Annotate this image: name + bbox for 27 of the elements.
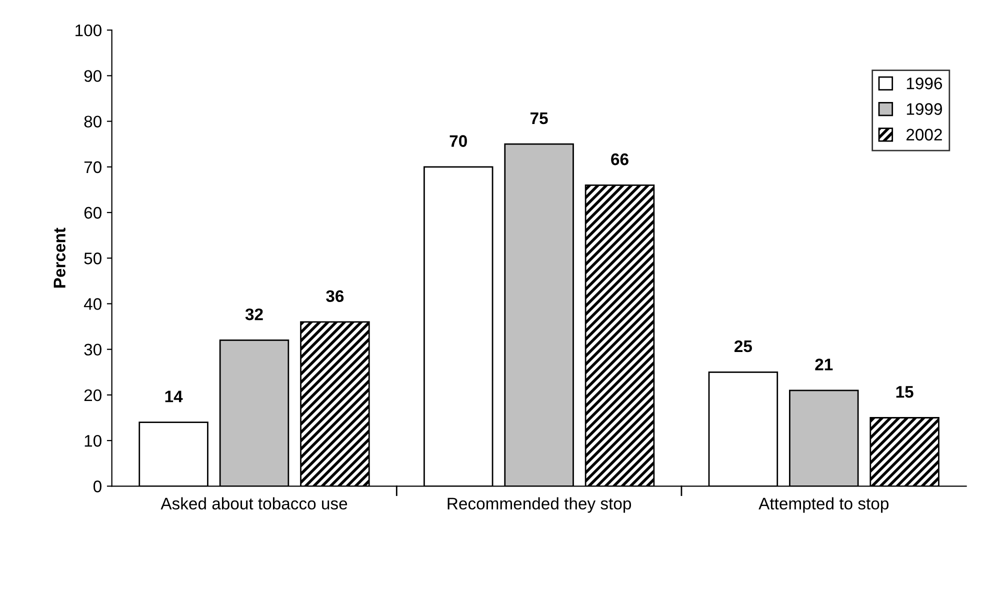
y-tick-label: 10 [84,434,102,447]
y-tick-label: 60 [84,206,102,219]
data-label: 15 [896,386,914,398]
data-label: 21 [815,358,833,370]
legend-label: 1996 [906,78,942,90]
data-label: 36 [326,290,344,302]
legend-label: 2002 [906,128,942,141]
y-tick-label: 80 [84,116,102,128]
data-label: 14 [165,390,183,402]
y-tick-label: 40 [84,298,102,310]
data-label: 70 [450,135,467,147]
data-label: 32 [245,308,263,320]
y-tick-label: 50 [84,252,102,264]
y-tick-label: 30 [84,344,102,356]
legend-label: 1999 [906,103,942,115]
x-tick-label: Asked about tobacco use [160,497,348,510]
y-axis-title: Percent [54,228,66,288]
x-tick-label: Recommended they stop [448,497,632,513]
x-tick-label: Attempted to stop [758,497,888,513]
y-tick-label: 0 [93,480,102,492]
data-label: 75 [530,112,548,124]
y-tick-label: 20 [84,389,102,402]
y-tick-label: 90 [84,70,102,82]
y-tick-label: 70 [84,161,102,174]
y-tick-label: 100 [76,24,102,36]
data-label: 25 [734,340,752,352]
data-label: 66 [611,153,628,166]
